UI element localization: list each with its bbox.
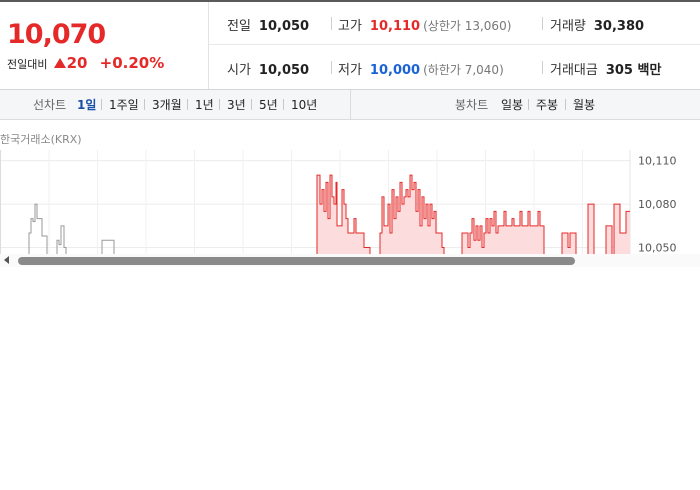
chart-svg: 10,110 10,080 10,050 — [0, 150, 677, 255]
change-percent: +0.20% — [99, 54, 165, 72]
volume-label: 거래량 — [550, 19, 586, 34]
trade-value-value: 305 백만 — [605, 63, 662, 78]
stats-row-divider — [209, 44, 700, 45]
chart-period-tabs: 선차트 1일 1주일 3개월 1년 3년 5년 10년 봉차트 일봉 주봉 월봉 — [0, 90, 700, 120]
session-area-fill — [260, 175, 630, 255]
chart-scrollbar[interactable] — [0, 254, 700, 267]
high-label: 고가 — [338, 19, 362, 34]
tab-1day[interactable]: 1일 — [77, 98, 97, 112]
trade-value-label: 거래대금 — [550, 63, 598, 78]
trade-value-cell: 거래대금 305 백만 — [550, 59, 661, 78]
low-value: 10,000 — [369, 63, 421, 78]
tab-3month[interactable]: 3개월 — [152, 98, 182, 112]
low-cell: 저가 10,000 (하한가 7,040) — [338, 59, 504, 78]
stat-separator — [542, 17, 543, 30]
session-price-line — [260, 174, 630, 255]
tab-monthly-candle[interactable]: 월봉 — [573, 98, 596, 112]
tab-separator — [251, 99, 252, 110]
price-box: 10,070 전일대비 20 +0.20% — [0, 2, 209, 89]
change-value: 20 — [66, 54, 88, 72]
scrollbar-thumb[interactable] — [18, 257, 575, 265]
tab-separator — [144, 99, 145, 110]
open-cell: 시가 10,050 — [227, 59, 309, 78]
scroll-left-icon[interactable] — [4, 256, 9, 264]
upper-limit: (상한가 13,060) — [423, 19, 512, 33]
tab-separator — [219, 99, 220, 110]
volume-cell: 거래량 30,380 — [550, 15, 644, 34]
line-chart-heading: 선차트 — [33, 98, 67, 112]
tab-separator — [101, 99, 102, 110]
tab-daily-candle[interactable]: 일봉 — [501, 98, 524, 112]
prev-close-cell: 전일 10,050 — [227, 15, 309, 34]
tab-10year[interactable]: 10년 — [291, 98, 318, 112]
stat-separator — [331, 61, 332, 74]
volume-value: 30,380 — [593, 19, 645, 34]
tab-1week[interactable]: 1주일 — [109, 98, 139, 112]
y-tick-label: 10,050 — [638, 242, 677, 255]
high-cell: 고가 10,110 (상한가 13,060) — [338, 15, 511, 34]
data-source-label: 한국거래소(KRX) — [0, 133, 82, 146]
tab-separator — [565, 99, 566, 110]
high-value: 10,110 — [369, 19, 421, 34]
up-triangle-icon — [53, 58, 66, 68]
change-label: 전일대비 — [7, 58, 48, 71]
tab-separator — [283, 99, 284, 110]
quote-summary: 10,070 전일대비 20 +0.20% 전일 10,050 고가 10,110(… — [0, 2, 700, 90]
current-price: 10,070 — [7, 19, 106, 50]
tab-3year[interactable]: 3년 — [227, 98, 246, 112]
tab-separator — [187, 99, 188, 110]
prev-close-value: 10,050 — [258, 19, 310, 34]
tabs-divider — [350, 90, 351, 119]
tab-separator — [528, 99, 529, 110]
intraday-chart: 10,110 10,080 10,050 — [0, 150, 700, 255]
open-label: 시가 — [227, 63, 251, 78]
change-row: 전일대비 20 +0.20% — [7, 54, 164, 72]
stat-separator — [542, 61, 543, 74]
y-tick-label: 10,080 — [638, 198, 677, 211]
top-rule — [0, 0, 700, 2]
tab-5year[interactable]: 5년 — [259, 98, 278, 112]
lower-limit: (하한가 7,040) — [423, 63, 504, 77]
y-tick-label: 10,110 — [638, 155, 677, 168]
open-value: 10,050 — [258, 63, 310, 78]
low-label: 저가 — [338, 63, 362, 78]
prev-close-label: 전일 — [227, 19, 251, 34]
stats-panel: 전일 10,050 고가 10,110 (상한가 13,060) 거래량 30,380 … — [209, 2, 700, 89]
tab-1year[interactable]: 1년 — [195, 98, 214, 112]
candle-chart-heading: 봉차트 — [455, 98, 489, 112]
stat-separator — [331, 17, 332, 30]
tab-weekly-candle[interactable]: 주봉 — [536, 98, 559, 112]
